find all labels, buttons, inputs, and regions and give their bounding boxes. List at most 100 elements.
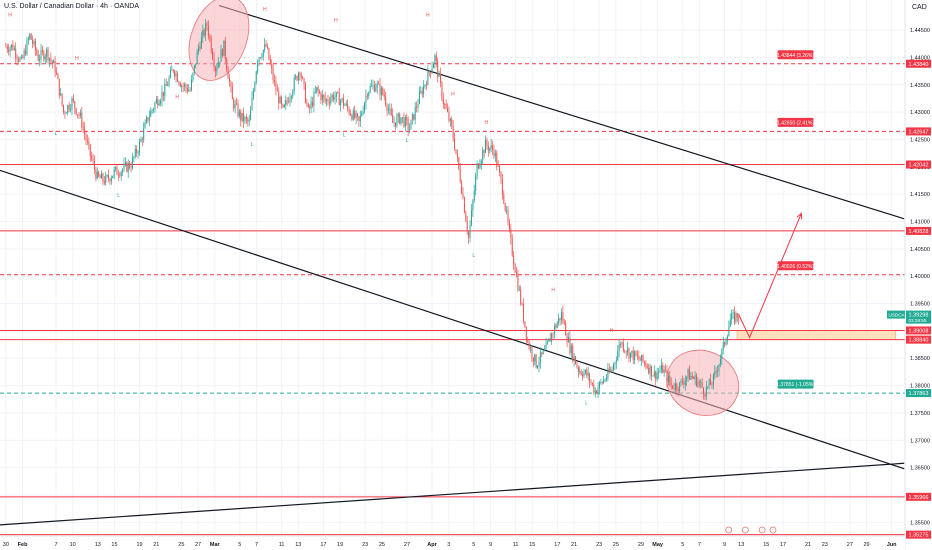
level-labels: 1.43844 (3.26%) 1.42650 (2.41%) 1.40026 (0… — [776, 50, 815, 389]
price-axis[interactable]: 1.355001.360001.365001.370001.375001.380… — [887, 0, 932, 550]
price-tick-label: 1.41000 — [910, 220, 930, 226]
candle-body — [96, 171, 98, 179]
swing-mark: L — [284, 100, 287, 106]
candle-body — [240, 111, 242, 121]
candle-body — [157, 99, 159, 106]
candle-body — [372, 85, 374, 86]
candle-body — [563, 321, 565, 324]
candle-body — [313, 92, 315, 107]
time-tick-label: 30 — [3, 542, 9, 548]
candle-body — [591, 382, 593, 385]
candle-body — [421, 90, 423, 95]
candle-body — [288, 101, 290, 103]
candle-body — [590, 381, 592, 383]
level-tag — [777, 117, 814, 127]
candle-body — [382, 88, 384, 95]
candle-body — [143, 128, 145, 141]
candle-body — [394, 122, 396, 127]
candle-body — [214, 67, 216, 72]
candle-body — [185, 84, 187, 88]
candle-body — [359, 115, 361, 121]
candle-body — [393, 122, 395, 124]
candle-body — [296, 76, 298, 81]
candle-body — [238, 111, 240, 117]
candle-body — [521, 303, 523, 305]
candle-body — [326, 99, 328, 102]
candle-body — [532, 357, 534, 362]
candle-body — [9, 47, 11, 52]
candle-body — [576, 364, 578, 368]
candle-body — [18, 59, 20, 62]
time-axis[interactable]: 30 Feb 7 10 13 15 19 21 25 27 Mar 5 7 11 13 17 19 23 25 27 A… — [0, 526, 905, 550]
time-tick-label: 17 — [320, 542, 326, 548]
candle-body — [669, 375, 671, 383]
candle-body — [575, 356, 577, 365]
candle-body — [414, 107, 416, 120]
candle-body — [302, 77, 304, 79]
candle-body — [158, 103, 160, 106]
candle-body — [221, 49, 223, 56]
candle-body — [411, 114, 413, 120]
event-icon — [741, 526, 749, 534]
time-tick-label: 29 — [863, 542, 869, 548]
candle-body — [174, 71, 176, 77]
trendline — [218, 4, 905, 220]
candle-body — [705, 386, 707, 397]
trendlines — [0, 4, 905, 526]
candle-body — [465, 212, 467, 222]
candle-body — [300, 74, 302, 78]
swing-mark: H — [551, 288, 555, 294]
candle-body — [409, 129, 411, 131]
current-price-tag — [906, 310, 931, 324]
candle-body — [101, 173, 103, 179]
candle-body — [368, 92, 370, 97]
candle-body — [375, 87, 377, 92]
candle-body — [645, 362, 647, 367]
candle-body — [342, 98, 344, 106]
candle-body — [102, 173, 104, 181]
candle-body — [404, 117, 406, 127]
candle-body — [72, 98, 74, 102]
time-tick-label: 7 — [255, 542, 258, 548]
candle-body — [78, 114, 80, 116]
candle-body — [23, 50, 25, 58]
candle-body — [150, 110, 152, 117]
candle-body — [29, 33, 31, 39]
candle-body — [16, 57, 18, 60]
projection-path — [738, 212, 803, 339]
candle-body — [601, 382, 603, 383]
price-level-tag — [906, 530, 931, 539]
candle-body — [193, 65, 195, 73]
candle-body — [600, 382, 602, 383]
candle-body — [281, 97, 283, 105]
candle-body — [95, 169, 97, 179]
candle-body — [514, 264, 516, 273]
candle-body — [171, 69, 173, 71]
candle-body — [641, 355, 643, 361]
candle-body — [10, 44, 12, 48]
candle-body — [349, 113, 351, 116]
candle-body — [274, 80, 276, 82]
candle-body — [594, 390, 596, 393]
countdown-text: 03:28:55 — [909, 318, 927, 323]
price-level-tag-text: 1.39008 — [909, 328, 929, 334]
candle-body — [331, 95, 333, 99]
candle-body — [614, 362, 616, 365]
candle-body — [81, 112, 83, 128]
candle-body — [362, 111, 364, 114]
candle-body — [708, 379, 710, 387]
candle-body — [324, 97, 326, 102]
candle-body — [241, 113, 243, 121]
time-tick-label: 21 — [571, 542, 577, 548]
candle-body — [335, 92, 337, 97]
candle-body — [650, 365, 652, 377]
candle-body — [34, 41, 36, 51]
trendline — [0, 169, 905, 470]
candle-body — [247, 118, 249, 122]
price-level-tag — [906, 226, 931, 235]
candle-body — [445, 104, 447, 109]
candle-body — [292, 91, 294, 97]
candle-body — [710, 379, 712, 385]
